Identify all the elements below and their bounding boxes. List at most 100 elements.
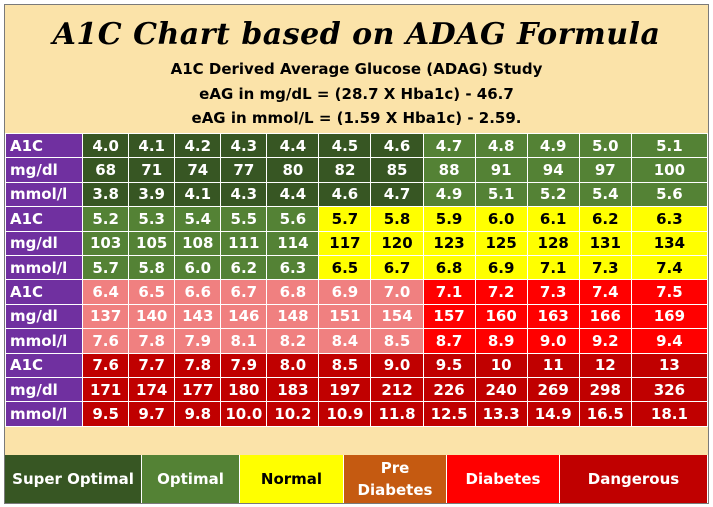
table-cell: 7.4 <box>630 254 709 281</box>
table-cell: 4.7 <box>422 132 476 159</box>
table-row: A1C 5.2 5.3 5.4 5.5 5.6 5.7 5.8 5.9 6.0 6.1 6.2 6.3 <box>4 206 709 232</box>
table-cell: 157 <box>422 303 476 330</box>
table-cell: 5.0 <box>578 132 632 159</box>
table-cell: 85 <box>370 157 424 183</box>
table-cell: 7.6 <box>82 328 130 354</box>
table-cell: 74 <box>174 157 222 183</box>
table-cell: 6.0 <box>174 254 222 281</box>
table-cell: 9.0 <box>526 328 580 354</box>
table-cell: 10.0 <box>220 401 268 427</box>
table-cell: 5.6 <box>266 206 320 232</box>
table-cell: 171 <box>82 376 130 403</box>
table-cell: 5.8 <box>370 206 424 232</box>
table-cell: 6.5 <box>318 254 372 281</box>
table-cell: 6.2 <box>578 206 632 232</box>
table-cell: 151 <box>318 303 372 330</box>
table-cell: 5.7 <box>82 254 130 281</box>
table-cell: 4.7 <box>370 181 424 208</box>
table-cell: 7.9 <box>220 352 268 378</box>
table-cell: 197 <box>318 376 372 403</box>
table-cell: 326 <box>630 376 709 403</box>
table-cell: 143 <box>174 303 222 330</box>
table-cell: 6.8 <box>422 254 476 281</box>
table-cell: 80 <box>266 157 320 183</box>
table-cell: 154 <box>370 303 424 330</box>
table-cell: 4.6 <box>370 132 424 159</box>
table-cell: 8.2 <box>266 328 320 354</box>
table-row: mmol/l 3.8 3.9 4.1 4.3 4.4 4.6 4.7 4.9 5.1 5.2 5.4 5… <box>4 181 709 208</box>
table-cell: 131 <box>578 230 632 256</box>
table-cell: 6.9 <box>318 279 372 305</box>
chart-header: A1C Chart based on ADAG Formula A1C Deri… <box>5 5 708 133</box>
table-cell: 7.6 <box>82 352 130 378</box>
row-label: A1C <box>4 279 84 305</box>
table-cell: 183 <box>266 376 320 403</box>
table-cell: 4.8 <box>474 132 528 159</box>
table-cell: 8.0 <box>266 352 320 378</box>
table-cell: 6.8 <box>266 279 320 305</box>
table-cell: 7.3 <box>526 279 580 305</box>
table-cell: 9.5 <box>422 352 476 378</box>
table-cell: 4.3 <box>220 132 268 159</box>
table-cell: 4.4 <box>266 181 320 208</box>
table-cell: 88 <box>422 157 476 183</box>
table-cell: 137 <box>82 303 130 330</box>
table-cell: 3.8 <box>82 181 130 208</box>
table-cell: 6.6 <box>174 279 222 305</box>
row-label: mmol/l <box>4 401 84 427</box>
table-row: mg/dl 171 174 177 180 183 197 212 226 240 269 298 32… <box>4 376 709 403</box>
table-cell: 6.3 <box>266 254 320 281</box>
row-label: A1C <box>4 132 84 159</box>
table-cell: 4.4 <box>266 132 320 159</box>
table-cell: 114 <box>266 230 320 256</box>
table-cell: 4.6 <box>318 181 372 208</box>
table-cell: 240 <box>474 376 528 403</box>
table-cell: 9.5 <box>82 401 130 427</box>
table-cell: 117 <box>318 230 372 256</box>
chart-subtitle-mgdl-formula: eAG in mg/dL = (28.7 X Hba1c) - 46.7 <box>199 85 514 103</box>
table-cell: 5.6 <box>630 181 709 208</box>
table-cell: 9.4 <box>630 328 709 354</box>
table-cell: 7.2 <box>474 279 528 305</box>
table-row: mmol/l 7.6 7.8 7.9 8.1 8.2 8.4 8.5 8.7 8.9 9.0 9.2 9… <box>4 328 709 354</box>
table-cell: 82 <box>318 157 372 183</box>
category-legend: Super Optimal Optimal Normal Pre Diabetes Di… <box>5 455 708 503</box>
table-cell: 163 <box>526 303 580 330</box>
table-cell: 8.7 <box>422 328 476 354</box>
table-cell: 212 <box>370 376 424 403</box>
table-cell: 7.3 <box>578 254 632 281</box>
table-cell: 68 <box>82 157 130 183</box>
table-cell: 97 <box>578 157 632 183</box>
legend-item-super: Super Optimal <box>5 455 142 503</box>
table-cell: 4.9 <box>422 181 476 208</box>
table-cell: 5.4 <box>578 181 632 208</box>
table-row: mg/dl 68 71 74 77 80 82 85 88 91 94 97 100 <box>4 157 709 183</box>
table-cell: 5.2 <box>82 206 130 232</box>
row-label: mg/dl <box>4 376 84 403</box>
table-row: mg/dl 137 140 143 146 148 151 154 157 160 163 166 16… <box>4 303 709 330</box>
chart-subtitle-study: A1C Derived Average Glucose (ADAG) Study <box>170 60 543 78</box>
table-cell: 7.5 <box>630 279 709 305</box>
row-label: mmol/l <box>4 328 84 354</box>
table-cell: 10.2 <box>266 401 320 427</box>
table-cell: 146 <box>220 303 268 330</box>
table-cell: 12 <box>578 352 632 378</box>
table-cell: 4.3 <box>220 181 268 208</box>
chart-title: A1C Chart based on ADAG Formula <box>52 17 661 52</box>
table-cell: 3.9 <box>128 181 176 208</box>
table-cell: 180 <box>220 376 268 403</box>
table-cell: 103 <box>82 230 130 256</box>
table-cell: 128 <box>526 230 580 256</box>
table-cell: 174 <box>128 376 176 403</box>
table-row: A1C 4.0 4.1 4.2 4.3 4.4 4.5 4.6 4.7 4.8 4.9 5.0 5.1 <box>4 132 709 159</box>
row-label: A1C <box>4 206 84 232</box>
table-cell: 7.0 <box>370 279 424 305</box>
table-cell: 4.1 <box>128 132 176 159</box>
table-cell: 8.1 <box>220 328 268 354</box>
legend-item-dang: Dangerous <box>560 455 708 503</box>
table-cell: 120 <box>370 230 424 256</box>
table-cell: 5.2 <box>526 181 580 208</box>
table-cell: 5.1 <box>630 132 709 159</box>
table-cell: 6.1 <box>526 206 580 232</box>
table-row: mmol/l 5.7 5.8 6.0 6.2 6.3 6.5 6.7 6.8 6.9 7.1 7.3 7… <box>4 254 709 281</box>
